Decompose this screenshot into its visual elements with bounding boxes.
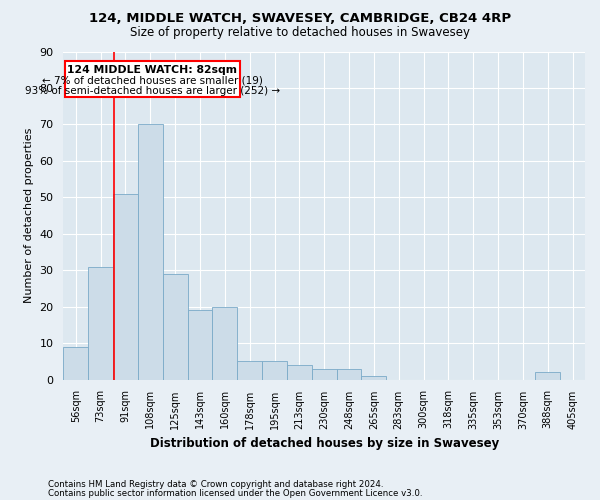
Text: 124, MIDDLE WATCH, SWAVESEY, CAMBRIDGE, CB24 4RP: 124, MIDDLE WATCH, SWAVESEY, CAMBRIDGE, …	[89, 12, 511, 26]
Bar	[212, 306, 237, 380]
Text: Contains HM Land Registry data © Crown copyright and database right 2024.: Contains HM Land Registry data © Crown c…	[48, 480, 383, 489]
Bar	[64, 347, 88, 380]
Y-axis label: Number of detached properties: Number of detached properties	[24, 128, 34, 303]
FancyBboxPatch shape	[65, 60, 240, 97]
Text: 93% of semi-detached houses are larger (252) →: 93% of semi-detached houses are larger (…	[25, 86, 280, 96]
Bar	[361, 376, 386, 380]
Bar	[312, 368, 337, 380]
Bar	[287, 365, 312, 380]
X-axis label: Distribution of detached houses by size in Swavesey: Distribution of detached houses by size …	[149, 437, 499, 450]
Bar	[535, 372, 560, 380]
Text: Contains public sector information licensed under the Open Government Licence v3: Contains public sector information licen…	[48, 489, 422, 498]
Bar	[262, 362, 287, 380]
Bar	[113, 194, 138, 380]
Bar	[88, 266, 113, 380]
Bar	[337, 368, 361, 380]
Bar	[163, 274, 188, 380]
Bar	[188, 310, 212, 380]
Bar	[237, 362, 262, 380]
Bar	[138, 124, 163, 380]
Text: Size of property relative to detached houses in Swavesey: Size of property relative to detached ho…	[130, 26, 470, 39]
Text: 124 MIDDLE WATCH: 82sqm: 124 MIDDLE WATCH: 82sqm	[67, 65, 237, 75]
Text: ← 7% of detached houses are smaller (19): ← 7% of detached houses are smaller (19)	[42, 75, 263, 85]
